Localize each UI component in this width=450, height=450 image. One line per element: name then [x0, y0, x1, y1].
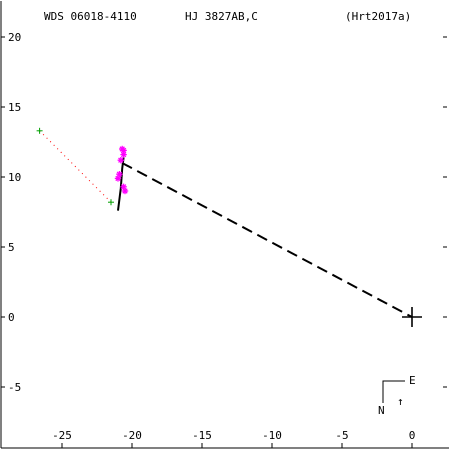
x-tick-label: -5: [335, 429, 348, 442]
reference-label: (Hrt2017a): [345, 10, 411, 23]
x-tick-label: -25: [52, 429, 72, 442]
observation-point: [121, 187, 129, 195]
dotted-track: [39, 130, 112, 203]
observation-stroke: [120, 151, 127, 158]
observation-stroke: [118, 157, 124, 163]
y-tick-label: 5: [8, 241, 15, 254]
observation-point: [117, 157, 124, 164]
green-point: [108, 199, 114, 206]
discoverer-label: HJ 3827AB,C: [185, 10, 258, 23]
observation-point: [120, 147, 127, 154]
marks-layer: [36, 127, 422, 327]
y-tick-label: -5: [8, 381, 21, 394]
tracks-layer: [39, 130, 413, 318]
y-tick-label: 15: [8, 101, 21, 114]
observation-stroke: [120, 184, 127, 190]
x-tick-label: -15: [192, 429, 212, 442]
observation-point: [114, 175, 122, 182]
observation-stroke: [120, 147, 127, 154]
dashed-link-line: [121, 162, 413, 318]
y-tick-label: 10: [8, 171, 21, 184]
observation-point: [120, 151, 127, 158]
compass-north-label: N: [378, 404, 385, 417]
green-point: [36, 127, 43, 134]
wds-id-label: WDS 06018-4110: [44, 10, 137, 23]
observation-stroke: [122, 188, 128, 194]
compass-corner: [382, 380, 405, 403]
y-tick-label: 20: [8, 31, 21, 44]
x-tick-label: -20: [122, 429, 142, 442]
observation-stroke: [115, 175, 121, 182]
x-tick-label: -10: [262, 429, 282, 442]
ticks-layer: 20 15 10 5 0 -5 -25 -20 -15 -10 -5 0: [1, 31, 447, 448]
y-tick-label: 0: [8, 311, 15, 324]
orbit-track: [117, 157, 125, 211]
x-tick-label: 0: [409, 429, 416, 442]
primary-star-cross: [402, 307, 422, 327]
compass-east-label: E: [409, 374, 416, 387]
compass: E N ↑: [378, 374, 416, 417]
compass-arrow-icon: ↑: [397, 395, 404, 408]
